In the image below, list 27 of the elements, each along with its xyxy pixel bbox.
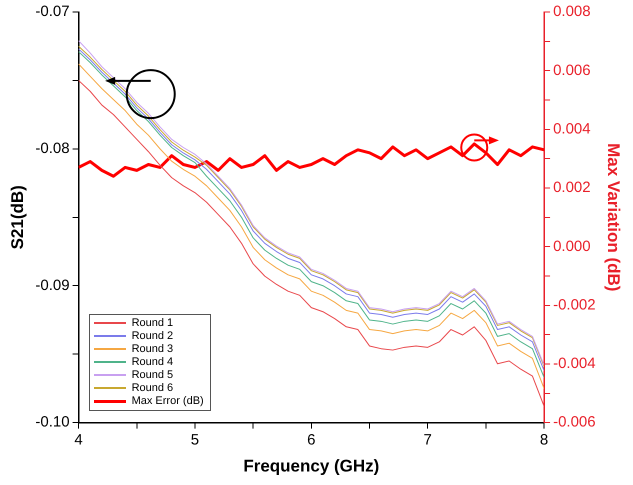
legend-label: Round 2: [132, 330, 174, 342]
y2-axis-title: Max Variation (dB): [604, 143, 624, 292]
y2-tick-label: 0.000: [553, 238, 591, 255]
x-tick-label: 4: [74, 432, 83, 449]
legend-label: Round 3: [132, 343, 174, 356]
x-tick-label: 6: [307, 432, 316, 449]
y2-tick-label: -0.004: [553, 355, 596, 372]
y-tick-label: -0.10: [35, 414, 70, 431]
y-axis-title: S21(dB): [8, 185, 27, 250]
y-tick-label: -0.08: [35, 140, 70, 158]
legend-label: Round 5: [132, 369, 174, 382]
legend-label: Round 6: [132, 382, 174, 394]
x-tick-label: 5: [190, 432, 200, 449]
y2-tick-label: -0.002: [553, 296, 596, 314]
x-tick-label: 7: [424, 432, 432, 449]
y2-tick-label: 0.002: [553, 179, 591, 196]
legend-label: Round 4: [132, 356, 174, 368]
y2-tick-label: 0.006: [553, 62, 591, 79]
y2-tick-label: -0.006: [553, 414, 596, 431]
y-tick-label: -0.09: [35, 276, 70, 294]
y-tick-label: -0.07: [35, 3, 70, 20]
x-tick-label: 8: [540, 432, 548, 449]
legend-label: Max Error (dB): [132, 395, 204, 408]
y2-tick-label: 0.008: [553, 3, 591, 20]
y2-tick-label: 0.004: [553, 120, 591, 138]
legend-label: Round 1: [132, 317, 174, 330]
x-axis-title: Frequency (GHz): [243, 456, 380, 476]
